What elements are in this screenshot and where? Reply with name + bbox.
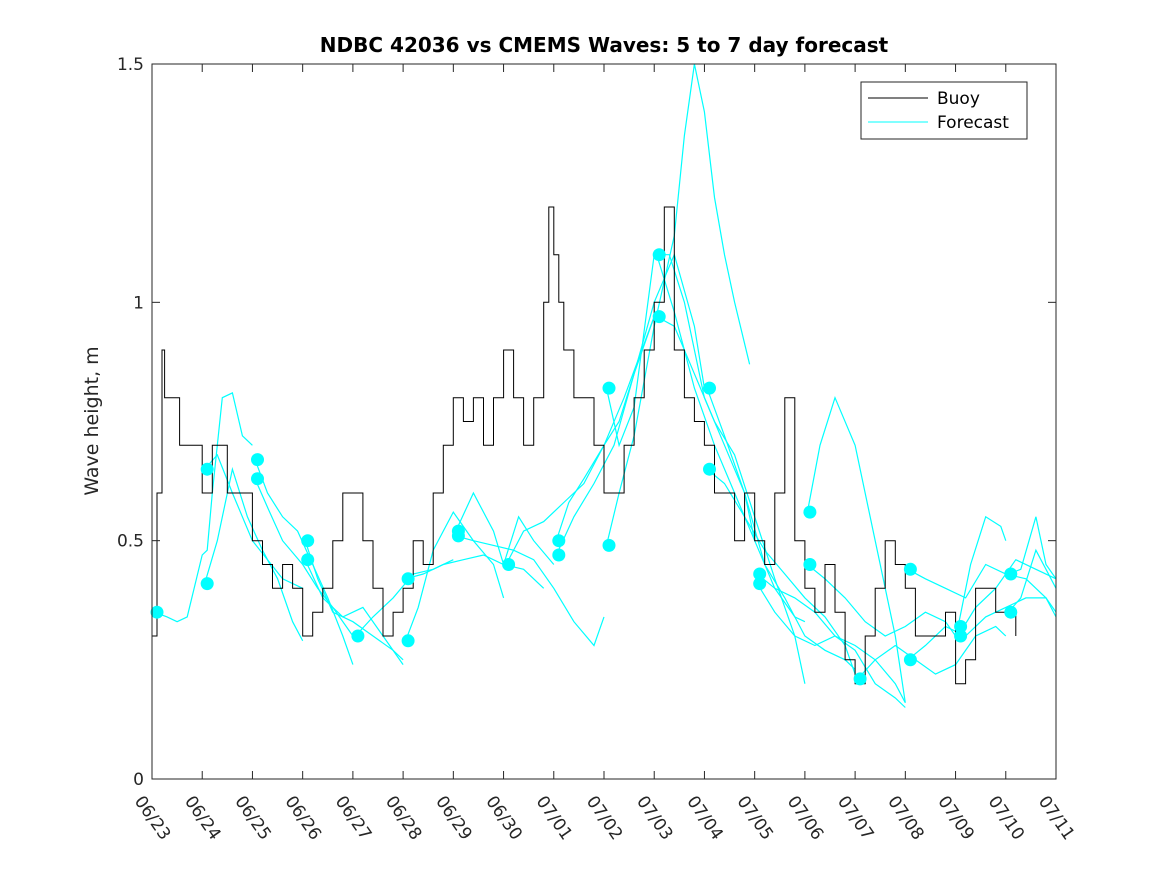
series-layer	[152, 64, 1056, 708]
plot-area-border	[151, 63, 1057, 780]
forecast-line-14	[555, 252, 705, 556]
forecast-marker-6	[301, 553, 315, 567]
x-tick-label-14: 07/07	[833, 792, 877, 844]
forecast-line-15	[605, 64, 751, 546]
forecast-line-28	[957, 515, 1007, 627]
forecast-marker-19	[703, 381, 716, 395]
forecast-line-5	[304, 540, 404, 661]
forecast-line-19	[706, 387, 856, 670]
x-tick-label-8: 07/01	[532, 792, 576, 844]
x-tick-label-9: 07/02	[582, 792, 626, 844]
forecast-marker-12	[502, 558, 516, 571]
forecast-marker-27	[903, 562, 917, 576]
forecast-line-9	[405, 554, 545, 589]
forecast-line-25	[857, 625, 1007, 680]
forecast-line-22	[756, 583, 906, 708]
forecast-marker-23	[803, 505, 817, 519]
forecast-marker-8	[401, 634, 415, 648]
forecast-line-16	[605, 254, 756, 541]
marker-layer	[150, 248, 1018, 686]
y-tick-label-0: 0	[133, 770, 144, 790]
forecast-marker-2	[200, 462, 214, 476]
forecast-marker-18	[652, 248, 666, 262]
x-tick-label-17: 07/10	[984, 792, 1028, 844]
forecast-line-18	[656, 254, 806, 623]
forecast-marker-13	[552, 534, 566, 548]
x-tick-label-1: 06/24	[180, 792, 224, 844]
forecast-marker-1	[200, 577, 214, 591]
x-tick-label-0: 06/23	[130, 792, 174, 844]
forecast-marker-22	[753, 577, 767, 591]
y-axis: 0 0.5 1 1.5	[117, 55, 1056, 790]
forecast-marker-20	[703, 462, 716, 476]
x-tick-label-16: 07/09	[933, 792, 977, 844]
forecast-marker-24	[803, 558, 817, 571]
x-tick-label-7: 06/30	[481, 792, 525, 844]
forecast-line-8	[405, 510, 505, 642]
forecast-line-20	[706, 468, 856, 675]
forecast-line-0	[154, 392, 253, 623]
x-tick-label-10: 07/03	[632, 792, 676, 844]
x-tick-label-3: 06/26	[281, 792, 325, 844]
forecast-line-23	[806, 395, 906, 703]
y-axis-label: Wave height, m	[81, 346, 103, 495]
forecast-line-7	[354, 559, 454, 637]
forecast-line-27	[907, 563, 1056, 613]
forecast-marker-7	[351, 629, 365, 643]
forecast-line-1	[204, 466, 304, 642]
forecast-marker-3	[251, 453, 264, 467]
forecast-line-26	[907, 597, 1056, 661]
chart-title: NDBC 42036 vs CMEMS Waves: 5 to 7 day fo…	[320, 33, 889, 57]
forecast-marker-21	[753, 567, 767, 581]
x-tick-label-13: 07/06	[783, 792, 827, 844]
forecast-marker-29	[954, 629, 968, 643]
forecast-line-30	[1007, 548, 1056, 613]
legend-forecast-label: Forecast	[937, 113, 1009, 133]
x-tick-label-15: 07/08	[883, 792, 927, 844]
forecast-marker-0	[150, 605, 164, 619]
forecast-marker-28	[954, 620, 968, 633]
forecast-marker-17	[652, 310, 666, 324]
x-tick-label-11: 07/04	[682, 792, 726, 844]
forecast-marker-26	[903, 653, 917, 667]
forecast-line-3	[254, 459, 354, 665]
x-tick-label-2: 06/25	[230, 792, 274, 844]
forecast-marker-31	[1004, 567, 1018, 581]
forecast-marker-25	[853, 672, 867, 686]
x-tick-label-18: 07/11	[1034, 792, 1078, 844]
forecast-marker-14	[552, 548, 566, 562]
y-tick-label-1: 0.5	[117, 532, 144, 552]
forecast-line-6	[304, 559, 404, 665]
legend: Buoy Forecast	[860, 81, 1028, 140]
forecast-marker-16	[602, 381, 616, 395]
x-tick-label-6: 06/29	[431, 792, 475, 844]
forecast-marker-5	[301, 534, 315, 548]
y-tick-label-2: 1	[133, 293, 144, 313]
forecast-line-17	[656, 316, 806, 684]
buoy-line	[152, 206, 1017, 685]
forecast-marker-4	[251, 472, 264, 486]
forecast-marker-9	[401, 572, 415, 586]
forecast-line-31	[1008, 516, 1056, 580]
forecast-marker-30	[1004, 605, 1018, 619]
forecast-marker-15	[602, 538, 616, 552]
x-tick-label-4: 06/27	[331, 792, 375, 844]
forecast-line-10	[455, 535, 605, 647]
x-tick-label-12: 07/05	[733, 792, 777, 844]
forecast-marker-11	[451, 524, 465, 538]
legend-box	[860, 81, 1028, 140]
legend-buoy-label: Buoy	[937, 89, 980, 109]
x-tick-label-5: 06/28	[381, 792, 425, 844]
y-tick-label-3: 1.5	[117, 55, 144, 75]
forecast-line-11	[455, 491, 555, 567]
forecast-line-12	[505, 316, 655, 565]
forecast-line-24	[807, 564, 957, 637]
